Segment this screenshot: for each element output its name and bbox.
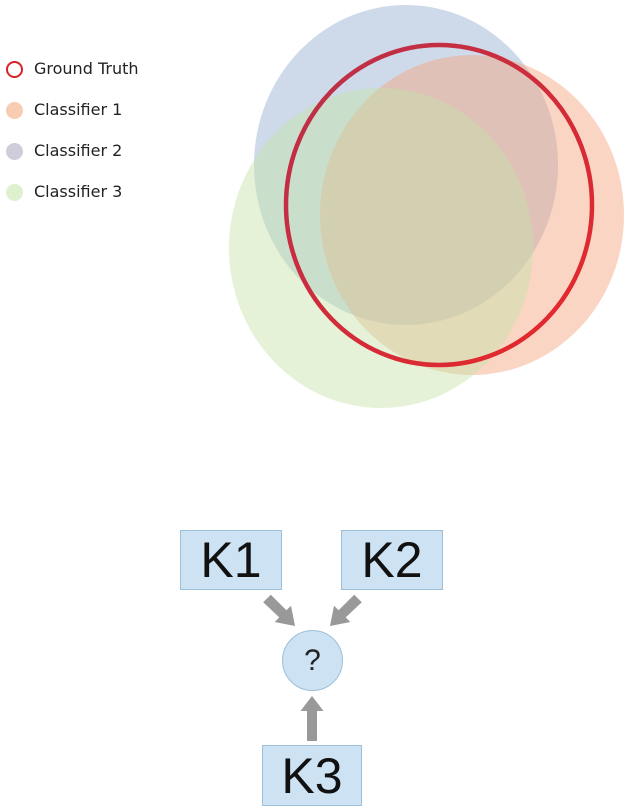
classifier-1-region — [320, 55, 624, 375]
classifier-2-region — [254, 5, 558, 325]
legend-label: Classifier 1 — [34, 100, 123, 119]
k1-box: K1 — [180, 530, 282, 590]
classifier-3-dot-icon — [6, 184, 23, 201]
legend-label: Ground Truth — [34, 59, 139, 78]
legend-label: Classifier 3 — [34, 182, 123, 201]
venn-diagram — [229, 5, 624, 408]
legend-item-classifier-1: Classifier 1 — [6, 97, 139, 138]
legend-item-classifier-3: Classifier 3 — [6, 179, 139, 220]
classifier-2-dot-icon — [6, 143, 23, 160]
k2-box: K2 — [341, 530, 443, 590]
arrow-k3-to-center — [300, 696, 324, 741]
ground-truth-ring-icon — [6, 61, 23, 78]
legend: Ground Truth Classifier 1 Classifier 2 C… — [6, 56, 139, 220]
unknown-node-label: ? — [304, 643, 321, 677]
k3-label: K3 — [281, 747, 343, 804]
k2-label: K2 — [361, 532, 423, 588]
legend-item-ground-truth: Ground Truth — [6, 56, 139, 97]
ground-truth-ring — [283, 42, 595, 368]
legend-label: Classifier 2 — [34, 141, 123, 160]
classifier-3-region — [229, 88, 533, 408]
arrow-k1-to-center — [263, 594, 295, 626]
k1-label: K1 — [200, 532, 262, 588]
classifier-1-dot-icon — [6, 102, 23, 119]
unknown-node: ? — [282, 630, 343, 691]
k3-box: K3 — [262, 745, 362, 806]
legend-item-classifier-2: Classifier 2 — [6, 138, 139, 179]
arrow-k2-to-center — [330, 594, 362, 626]
